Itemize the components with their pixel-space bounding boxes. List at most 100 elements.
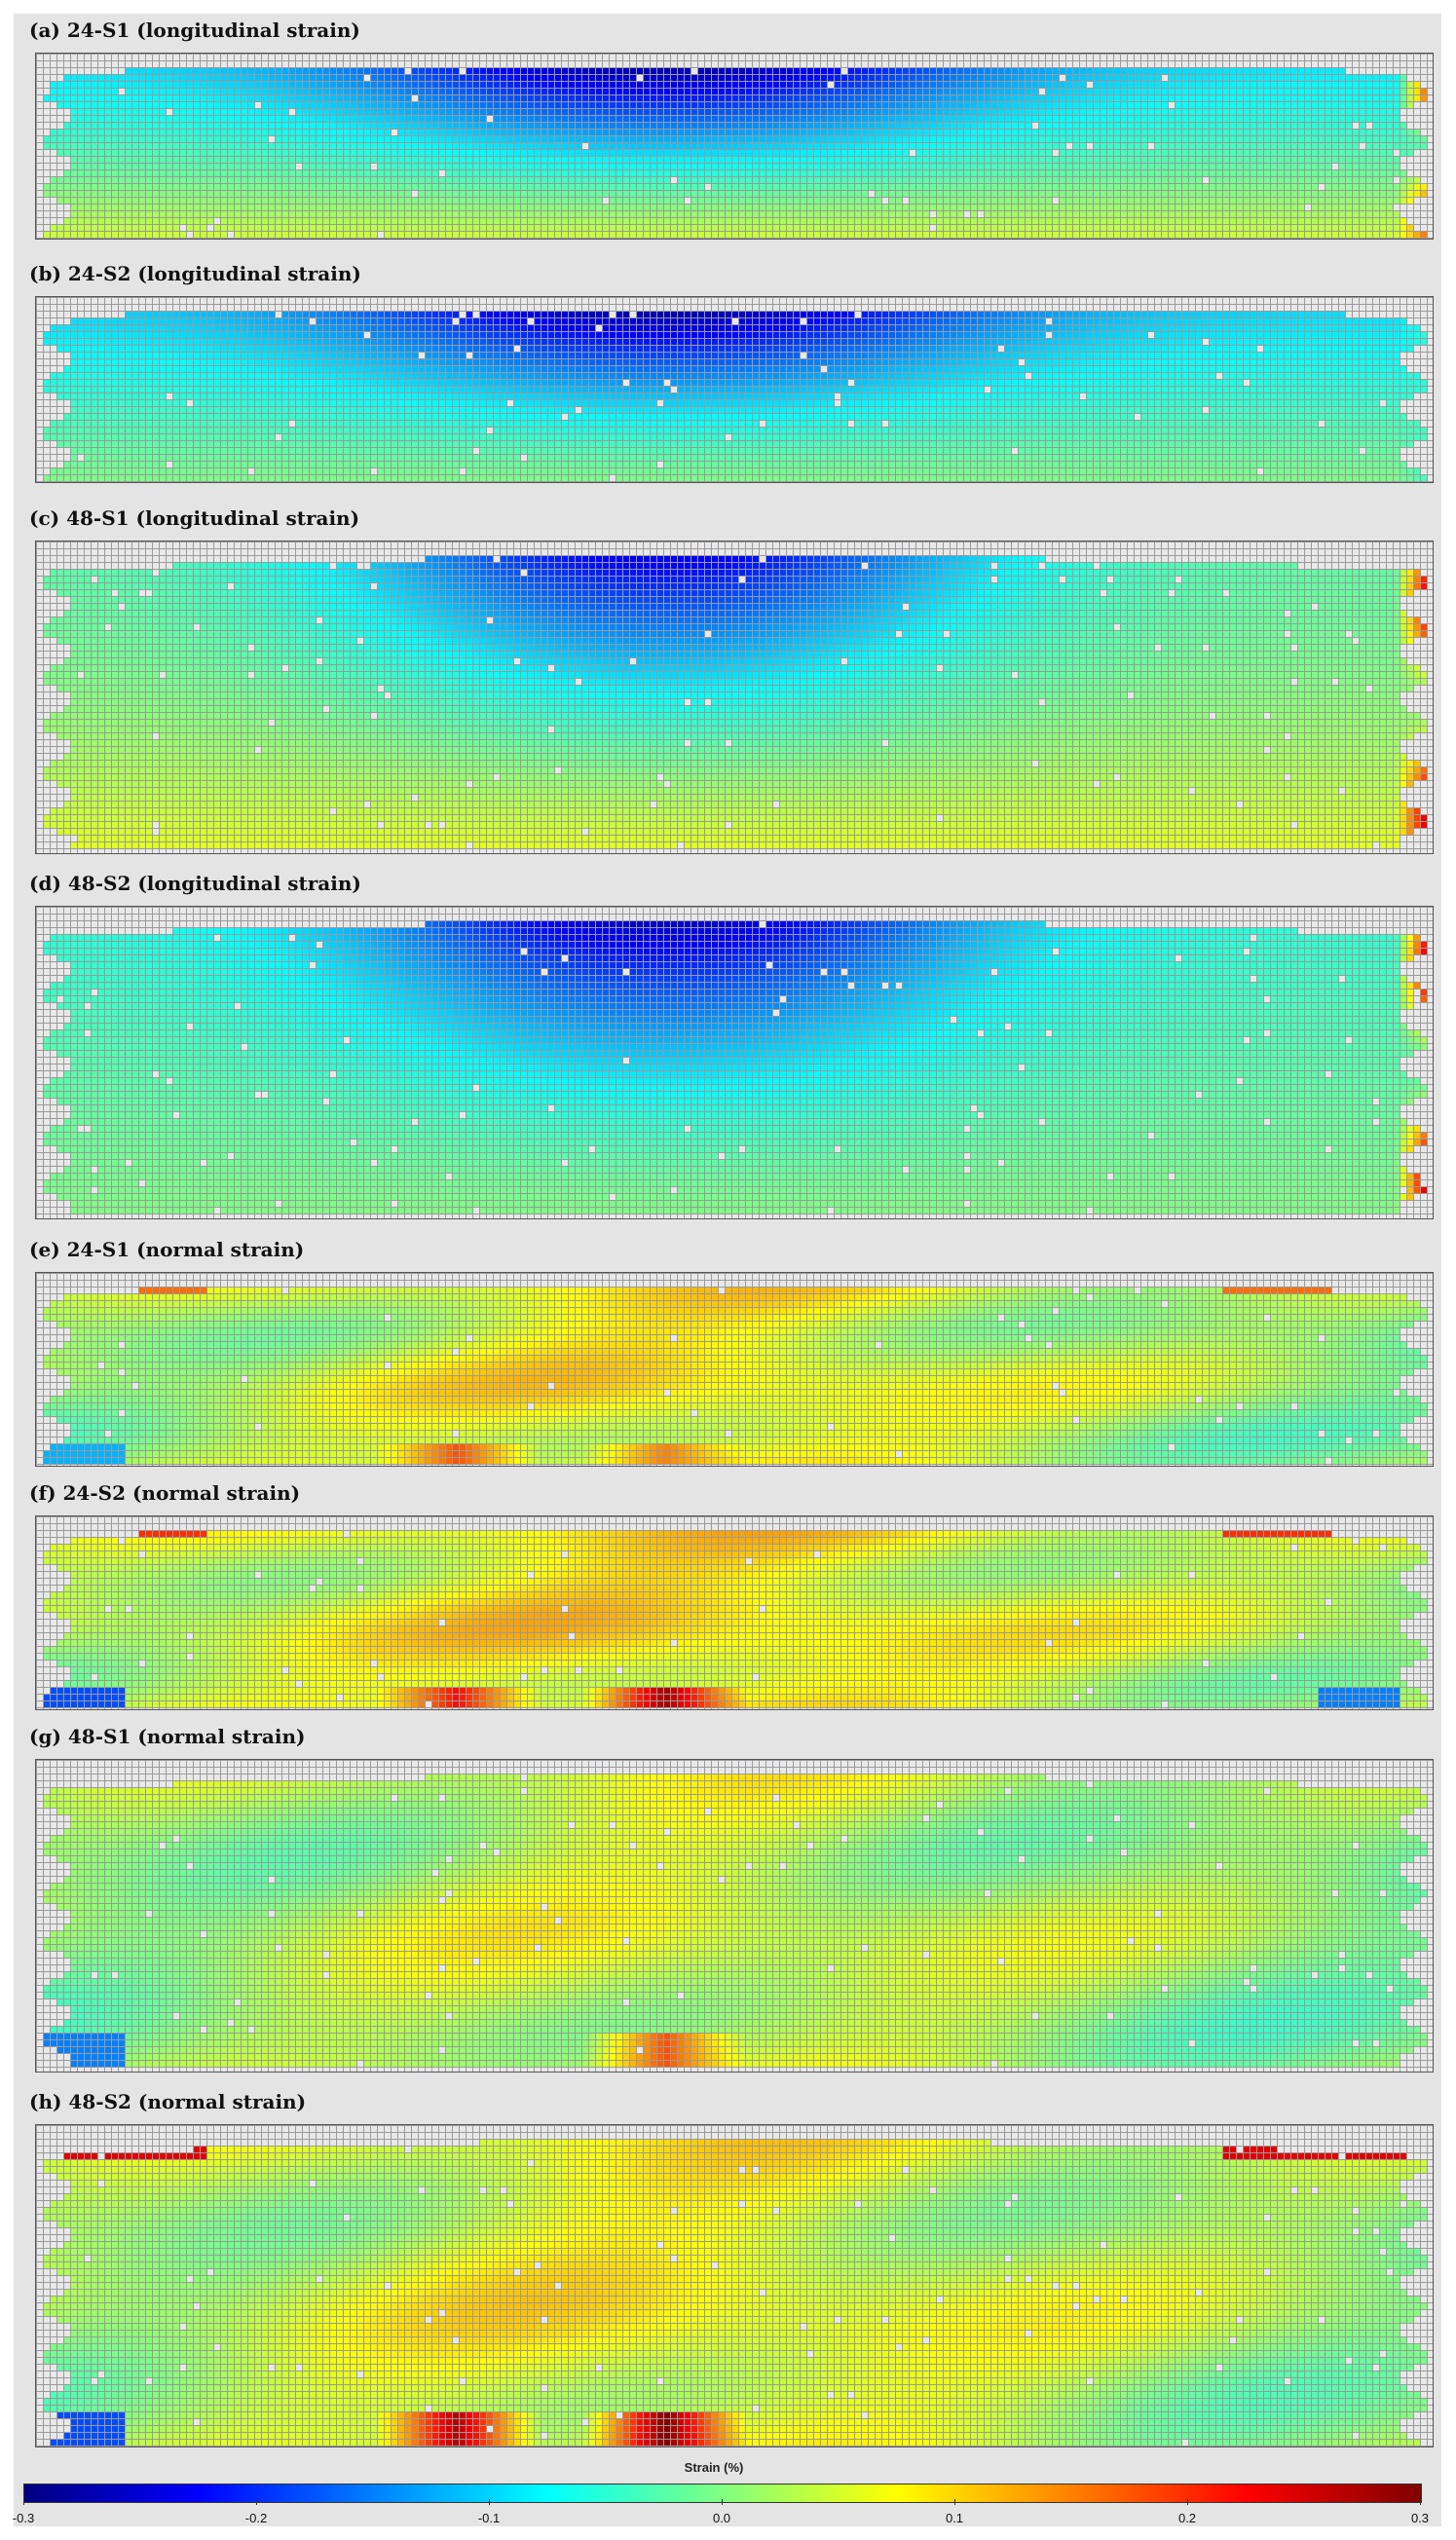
strain-cell — [473, 205, 479, 210]
strain-cell — [644, 164, 650, 169]
strain-cell — [467, 123, 472, 129]
strain-cell — [678, 205, 684, 210]
strain-cell — [194, 89, 200, 94]
strain-cell — [310, 82, 316, 88]
strain-cell — [282, 130, 288, 135]
strain-cell — [460, 130, 466, 135]
strain-cell — [651, 75, 656, 81]
strain-cell — [1291, 198, 1297, 204]
strain-cell — [323, 102, 329, 108]
strain-cell — [1032, 218, 1038, 224]
strain-cell — [1291, 211, 1297, 217]
strain-cell — [412, 184, 418, 190]
strain-cell — [944, 123, 950, 129]
strain-cell — [807, 164, 813, 169]
strain-cell — [610, 102, 616, 108]
strain-cell — [889, 164, 895, 169]
strain-cell — [971, 102, 977, 108]
strain-cell — [1203, 218, 1209, 224]
strain-cell — [1162, 150, 1168, 156]
strain-cell — [998, 211, 1004, 217]
strain-cell — [596, 75, 602, 81]
strain-cell — [514, 95, 520, 101]
strain-cell — [664, 218, 670, 224]
strain-cell — [1305, 218, 1311, 224]
strain-cell — [862, 191, 868, 197]
strain-cell — [1026, 75, 1031, 81]
strain-cell — [1312, 164, 1318, 169]
strain-cell — [978, 184, 984, 190]
strain-cell — [194, 130, 200, 135]
strain-cell — [1203, 143, 1209, 149]
strain-cell — [1087, 191, 1093, 197]
strain-cell — [528, 198, 534, 204]
strain-cell — [1305, 157, 1311, 163]
strain-cell — [1066, 184, 1072, 190]
strain-cell — [1107, 191, 1113, 197]
strain-cell — [92, 95, 97, 101]
strain-cell — [971, 75, 977, 81]
strain-cell — [896, 157, 902, 163]
strain-cell — [105, 164, 111, 169]
strain-cell — [1223, 95, 1229, 101]
strain-cell — [167, 123, 172, 129]
strain-cell — [548, 130, 554, 135]
strain-cell — [1176, 157, 1181, 163]
strain-cell — [1278, 130, 1284, 135]
strain-cell — [1407, 225, 1413, 231]
strain-cell — [1387, 211, 1393, 217]
strain-cell — [296, 123, 302, 129]
strain-cell — [242, 116, 247, 122]
strain-cell — [1285, 225, 1290, 231]
strain-cell — [1251, 116, 1256, 122]
strain-cell — [1189, 232, 1195, 238]
strain-cell — [746, 164, 752, 169]
strain-cell — [951, 82, 956, 88]
strain-cell — [1169, 211, 1175, 217]
strain-cell — [1019, 68, 1025, 74]
strain-cell — [862, 170, 868, 176]
strain-cell — [480, 177, 486, 183]
strain-cell — [766, 198, 772, 204]
strain-cell — [964, 191, 970, 197]
strain-cell — [610, 170, 616, 176]
strain-cell — [296, 116, 302, 122]
strain-cell — [991, 170, 997, 176]
strain-cell — [596, 157, 602, 163]
strain-cell — [1148, 211, 1154, 217]
strain-cell — [773, 136, 779, 142]
strain-cell — [916, 102, 922, 108]
strain-cell — [1291, 225, 1297, 231]
strain-cell — [1237, 68, 1243, 74]
strain-cell — [726, 211, 731, 217]
strain-cell — [1066, 211, 1072, 217]
strain-cell — [255, 130, 261, 135]
strain-cell — [773, 123, 779, 129]
strain-cell — [269, 116, 275, 122]
strain-cell — [1346, 95, 1352, 101]
strain-cell — [766, 205, 772, 210]
strain-cell — [1101, 170, 1106, 176]
strain-cell — [1210, 143, 1215, 149]
strain-cell — [814, 177, 820, 183]
strain-cell — [296, 170, 302, 176]
strain-cell — [180, 205, 186, 210]
strain-cell — [1155, 89, 1161, 94]
strain-cell — [1216, 68, 1222, 74]
strain-cell — [998, 123, 1004, 129]
strain-cell — [1251, 68, 1256, 74]
strain-cell — [1107, 68, 1113, 74]
strain-cell — [616, 68, 622, 74]
strain-cell — [1087, 95, 1093, 101]
strain-cell — [1285, 89, 1290, 94]
strain-cell — [1366, 143, 1372, 149]
strain-cell — [862, 184, 868, 190]
strain-cell — [528, 143, 534, 149]
strain-cell — [180, 102, 186, 108]
strain-cell — [1094, 150, 1100, 156]
strain-cell — [951, 191, 956, 197]
strain-cell — [1353, 150, 1359, 156]
strain-cell — [487, 82, 493, 88]
strain-cell — [323, 312, 329, 318]
strain-cell — [507, 191, 513, 197]
